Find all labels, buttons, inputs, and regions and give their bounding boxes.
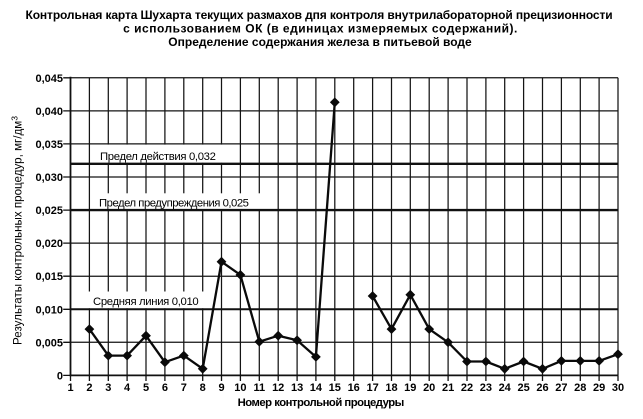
svg-text:0: 0 — [57, 370, 63, 382]
svg-text:30: 30 — [612, 382, 624, 394]
svg-text:с использованием ОК (в единица: с использованием ОК (в единицах измеряем… — [123, 22, 518, 36]
svg-text:0,045: 0,045 — [35, 73, 63, 85]
svg-text:0,005: 0,005 — [35, 337, 63, 349]
svg-text:8: 8 — [200, 382, 206, 394]
svg-text:0,015: 0,015 — [35, 271, 63, 283]
svg-text:12: 12 — [272, 382, 284, 394]
svg-text:Контрольная карта Шухарта теку: Контрольная карта Шухарта текущих размах… — [26, 8, 613, 22]
svg-text:27: 27 — [555, 382, 567, 394]
svg-text:21: 21 — [442, 382, 454, 394]
svg-text:18: 18 — [385, 382, 397, 394]
svg-text:7: 7 — [181, 382, 187, 394]
svg-text:3: 3 — [105, 382, 111, 394]
svg-text:0,010: 0,010 — [35, 304, 63, 316]
svg-text:28: 28 — [574, 382, 586, 394]
svg-text:0,030: 0,030 — [35, 172, 63, 184]
svg-text:25: 25 — [517, 382, 529, 394]
svg-text:4: 4 — [124, 382, 131, 394]
svg-text:20: 20 — [423, 382, 435, 394]
svg-text:0,040: 0,040 — [35, 106, 63, 118]
svg-text:13: 13 — [291, 382, 303, 394]
svg-text:Определение содержания железа: Определение содержания железа в питьевой… — [168, 35, 472, 49]
svg-text:0,035: 0,035 — [35, 139, 63, 151]
svg-text:Результаты контрольных процеду: Результаты контрольных процедур, мг/дм3 — [10, 116, 25, 345]
svg-text:14: 14 — [310, 382, 323, 394]
svg-text:Номер контрольной процедуры: Номер контрольной процедуры — [238, 397, 404, 409]
svg-text:23: 23 — [480, 382, 492, 394]
svg-text:Средняя линия 0,010: Средняя линия 0,010 — [93, 296, 198, 308]
svg-text:10: 10 — [234, 382, 246, 394]
svg-text:9: 9 — [218, 382, 224, 394]
svg-text:Предел действия 0,032: Предел действия 0,032 — [100, 151, 216, 163]
svg-text:15: 15 — [329, 382, 341, 394]
svg-text:26: 26 — [536, 382, 548, 394]
svg-text:0,020: 0,020 — [35, 238, 63, 250]
svg-text:0,025: 0,025 — [35, 205, 63, 217]
svg-text:29: 29 — [593, 382, 605, 394]
svg-text:5: 5 — [143, 382, 149, 394]
svg-text:17: 17 — [366, 382, 378, 394]
svg-text:1: 1 — [67, 382, 73, 394]
svg-text:16: 16 — [348, 382, 360, 394]
svg-text:Предел предупреждения 0,025: Предел предупреждения 0,025 — [99, 197, 249, 209]
svg-text:24: 24 — [499, 382, 512, 394]
svg-text:6: 6 — [162, 382, 168, 394]
svg-text:2: 2 — [86, 382, 92, 394]
svg-text:11: 11 — [253, 382, 265, 394]
svg-text:22: 22 — [461, 382, 473, 394]
svg-text:19: 19 — [404, 382, 416, 394]
